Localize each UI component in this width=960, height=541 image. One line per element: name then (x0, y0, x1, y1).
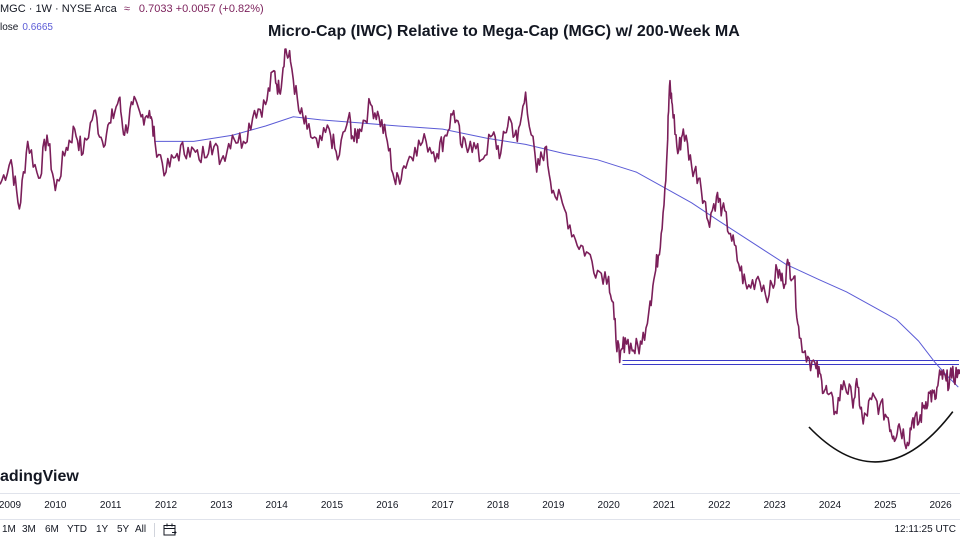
range-button-1y[interactable]: 1Y (96, 524, 109, 535)
x-tick-label: 2024 (818, 500, 842, 511)
utc-clock[interactable]: 12:11:25 UTC (894, 524, 956, 535)
plot-layer (0, 48, 960, 463)
range-button-1m[interactable]: 1M (2, 524, 16, 535)
symbol-text[interactable]: MGC · 1W · NYSE Arca (0, 3, 117, 15)
ma-value: 0.6665 (22, 22, 53, 33)
last-price-dot (955, 369, 960, 375)
calendar-goto-icon[interactable] (163, 523, 177, 536)
x-tick-label: 2018 (486, 500, 510, 511)
time-axis-line (0, 493, 960, 494)
x-tick-label: 2015 (320, 500, 344, 511)
range-button-3m[interactable]: 3M (22, 524, 36, 535)
bottom-toolbar: 1M 3M 6M YTD 1Y 5Y All 12:11:25 UTC (0, 519, 960, 541)
ma-legend[interactable]: lose 0.6665 (0, 22, 53, 33)
x-tick-label: 2012 (154, 500, 178, 511)
symbol-legend[interactable]: MGC · 1W · NYSE Arca ≈ 0.7033 +0.0057 (+… (0, 3, 264, 15)
x-tick-label: 2019 (542, 500, 565, 511)
x-tick-label: 2014 (265, 500, 288, 511)
chart-title: Micro-Cap (IWC) Relative to Mega-Cap (MG… (268, 23, 740, 40)
compare-toggle-icon[interactable]: ≈ (123, 3, 130, 15)
range-button-5y[interactable]: 5Y (117, 524, 130, 535)
change-value: +0.0057 (+0.82%) (175, 3, 264, 15)
x-tick-label: 2020 (597, 500, 620, 511)
range-button-6m[interactable]: 6M (45, 524, 59, 535)
x-tick-label: 2022 (708, 500, 731, 511)
range-button-ytd[interactable]: YTD (67, 524, 87, 535)
x-tick-label: 2013 (210, 500, 233, 511)
ma-200-week-line (154, 116, 959, 388)
ma-label: lose (0, 22, 19, 33)
range-button-all[interactable]: All (135, 524, 147, 535)
x-tick-label: 2023 (763, 500, 786, 511)
x-tick-label: 2025 (874, 500, 897, 511)
x-tick-label: 2016 (376, 500, 399, 511)
toolbar-separator (154, 523, 155, 537)
price-ratio-line (0, 48, 960, 450)
x-tick-label: 2021 (652, 500, 676, 511)
x-tick-label: 2017 (431, 500, 454, 511)
x-tick-label: 2026 (929, 500, 952, 511)
x-tick-label: 2010 (44, 500, 67, 511)
tradingview-watermark: adingView (0, 468, 79, 485)
rounding-bottom-arc (808, 411, 954, 463)
x-tick-label: 2009 (0, 500, 22, 511)
x-tick-label: 2011 (99, 500, 122, 511)
last-value: 0.7033 (138, 3, 173, 15)
